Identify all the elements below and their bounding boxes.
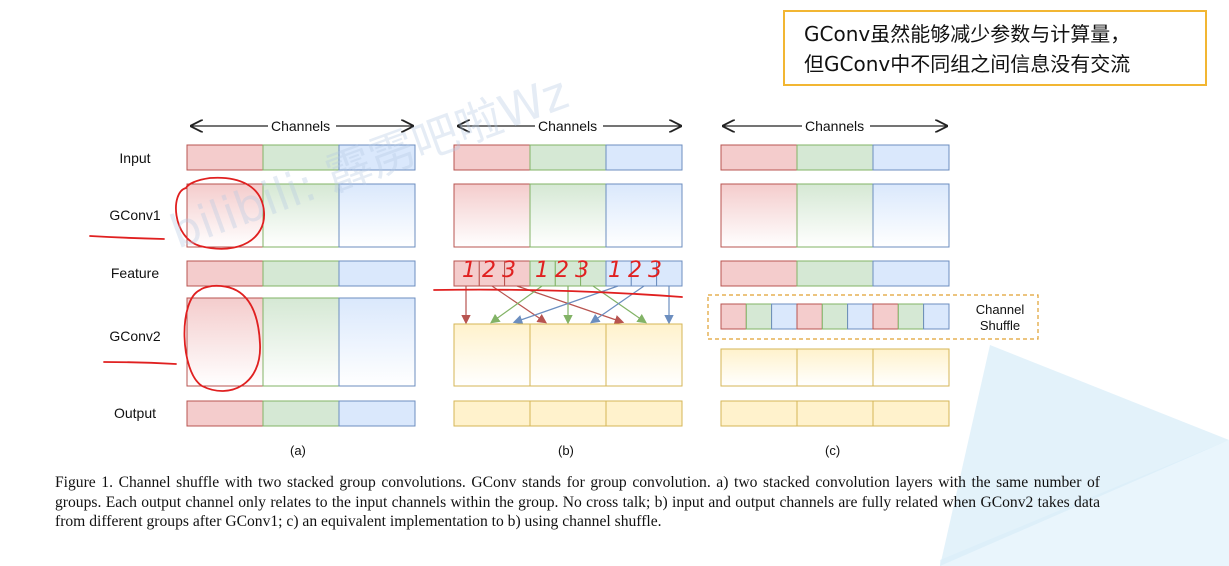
channels-label-c: Channels [804, 118, 866, 134]
handwritten-numbers: 123 123 123 [462, 258, 668, 283]
column-a [186, 144, 416, 427]
channels-label-b: Channels [537, 118, 599, 134]
row-label-feature: Feature [110, 265, 160, 281]
annotation-callout: GConv虽然能够减少参数与计算量， 但GConv中不同组之间信息没有交流 [783, 10, 1207, 86]
row-label-output: Output [113, 405, 157, 421]
annotation-line-1: GConv虽然能够减少参数与计算量， [804, 22, 1131, 46]
channels-label-a: Channels [270, 118, 332, 134]
row-label-gconv1: GConv1 [109, 207, 161, 223]
row-label-input: Input [119, 150, 151, 166]
sub-label-b: (b) [558, 443, 574, 458]
column-b [453, 144, 683, 427]
row-label-gconv2: GConv2 [109, 328, 161, 344]
sub-label-a: (a) [290, 443, 306, 458]
figure-caption: Figure 1. Channel shuffle with two stack… [55, 474, 1100, 530]
channel-shuffle-line1: Channel [975, 302, 1025, 317]
annotation-line-2: 但GConv中不同组之间信息没有交流 [804, 52, 1131, 76]
channel-shuffle-label: Channel Shuffle [962, 302, 1038, 334]
column-c [707, 144, 1039, 427]
background-triangle-upper [940, 345, 1229, 566]
channel-shuffle-line2: Shuffle [979, 318, 1021, 333]
sub-label-c: (c) [825, 443, 841, 458]
